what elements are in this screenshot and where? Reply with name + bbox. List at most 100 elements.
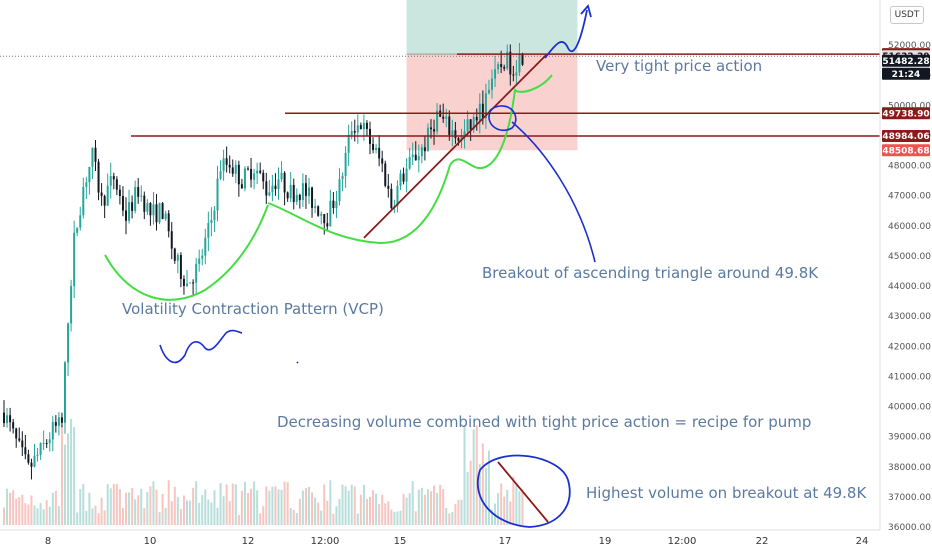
price-tag xyxy=(882,107,930,120)
candle-body xyxy=(430,127,432,130)
volume-bar xyxy=(491,509,493,525)
profit-zone[interactable] xyxy=(406,0,578,55)
volume-bar xyxy=(88,492,91,525)
volume-bar xyxy=(347,490,350,525)
volume-bar xyxy=(15,498,18,525)
candle-body xyxy=(445,116,448,119)
time-axis[interactable]: 8 10 12 12:00 15 17 19 12:00 22 24 xyxy=(45,536,869,547)
upside-arrow-path xyxy=(544,9,588,59)
breakout-circle xyxy=(488,105,517,132)
candle-body xyxy=(149,203,152,216)
volume-bar xyxy=(152,481,155,525)
volume-bar xyxy=(475,425,478,525)
price-tag-label: 49738.90 xyxy=(882,109,929,119)
volume-bar xyxy=(231,483,234,525)
volume-bar xyxy=(216,507,219,525)
volume-bar xyxy=(423,494,426,525)
candle-body xyxy=(323,214,326,224)
candle-body xyxy=(329,200,332,227)
volume-bar xyxy=(387,501,390,525)
price-tag xyxy=(882,54,930,67)
candle-body xyxy=(70,286,73,324)
volume-bar xyxy=(457,499,460,525)
candle-body xyxy=(176,255,179,261)
volume-bar xyxy=(503,496,506,525)
volume-bar xyxy=(430,491,432,525)
candle-body xyxy=(399,173,402,186)
volume-bar xyxy=(247,493,249,525)
volume-bar xyxy=(466,471,469,525)
volume-bar xyxy=(344,486,347,525)
price-tag xyxy=(882,67,930,80)
price-tick-label: 50000.00 xyxy=(888,101,931,111)
volume-bar xyxy=(481,443,484,525)
volume-bar xyxy=(201,495,204,525)
annotation-volume: Decreasing volume combined with tight pr… xyxy=(277,413,812,431)
candle-body xyxy=(128,202,131,221)
volume-bar xyxy=(515,483,518,525)
candle-body xyxy=(36,454,39,456)
candle-body xyxy=(88,166,91,183)
candle-body xyxy=(484,93,487,119)
volume-bar xyxy=(442,488,445,525)
volume-bar xyxy=(323,484,326,525)
candle-body xyxy=(85,182,88,187)
candle-body xyxy=(24,447,27,455)
volume-bar xyxy=(198,502,201,525)
candle-body xyxy=(497,64,500,70)
candle-body xyxy=(57,417,60,426)
volume-bar xyxy=(487,450,490,525)
candle-body xyxy=(54,422,57,426)
candle-body xyxy=(240,184,243,189)
volume-bar xyxy=(283,481,286,525)
candle-body xyxy=(94,147,97,162)
candle-body xyxy=(268,192,271,196)
volume-bar xyxy=(298,498,301,525)
volume-bar xyxy=(509,501,512,525)
price-tag-label: 48508.68 xyxy=(882,146,929,156)
volume-bar xyxy=(381,495,384,525)
volume-bar xyxy=(271,486,274,525)
volume-bar xyxy=(210,502,213,525)
volume-bar xyxy=(268,490,271,525)
candle-body xyxy=(457,138,460,141)
candle-body xyxy=(512,74,515,76)
candle-body xyxy=(186,283,188,286)
volume-bar xyxy=(469,460,472,525)
volume-bar xyxy=(439,484,442,525)
volume-bar xyxy=(112,484,115,525)
volume-bar xyxy=(359,494,362,525)
candle-body xyxy=(3,412,5,424)
volume-bar xyxy=(39,502,42,525)
currency-button[interactable]: USDT xyxy=(890,6,924,24)
price-tag-label: 51482.28 xyxy=(882,57,929,67)
volume-bar xyxy=(372,490,375,525)
volume-bar xyxy=(420,487,423,525)
candle-body xyxy=(12,422,15,429)
volume-bar xyxy=(280,489,283,525)
volume-bar xyxy=(64,444,66,525)
volume-bar xyxy=(256,490,259,525)
volume-bar xyxy=(329,480,332,525)
candle-body xyxy=(396,185,399,207)
candle-body xyxy=(500,64,503,68)
candle-body xyxy=(216,178,219,211)
candle-body xyxy=(311,187,314,208)
candle-body xyxy=(201,255,204,259)
volume-bar xyxy=(228,501,231,525)
candle-body xyxy=(378,147,381,159)
candle-body xyxy=(21,440,24,448)
volume-bar xyxy=(326,500,329,525)
volume-bar xyxy=(484,468,487,525)
price-tick-label: 45000.00 xyxy=(888,252,931,262)
ascending-trendline[interactable] xyxy=(363,53,548,239)
candle-body xyxy=(253,173,256,180)
candle-body xyxy=(308,187,310,196)
candle-body xyxy=(262,172,265,182)
volume-bar xyxy=(94,505,97,525)
candle-body xyxy=(487,89,490,94)
candle-body xyxy=(189,282,192,284)
volume-bar xyxy=(295,513,298,525)
volume-bar xyxy=(170,501,173,525)
